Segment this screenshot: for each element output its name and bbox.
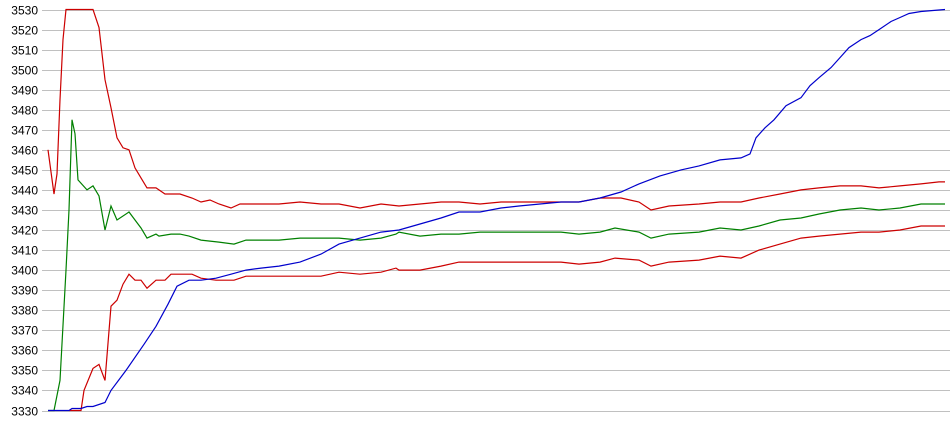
y-tick-label: 3530 xyxy=(11,4,38,18)
y-axis-tick-labels: 3330 3340 3350 3360 3370 3380 3390 3400 3410 3420… xyxy=(11,4,38,419)
y-tick-label: 3400 xyxy=(11,264,38,278)
gridlines xyxy=(42,10,950,412)
y-tick-label: 3440 xyxy=(11,184,38,198)
y-tick-label: 3500 xyxy=(11,64,38,78)
series-lines xyxy=(47,8,946,412)
y-tick-label: 3360 xyxy=(11,344,38,358)
y-tick-label: 3390 xyxy=(11,284,38,298)
series-line-2 xyxy=(48,119,945,412)
y-tick-label: 3490 xyxy=(11,84,38,98)
y-tick-label: 3340 xyxy=(11,384,38,398)
y-tick-label: 3450 xyxy=(11,164,38,178)
series-line-4 xyxy=(48,8,946,412)
y-tick-label: 3480 xyxy=(11,104,38,118)
series-line-1 xyxy=(47,8,945,211)
y-tick-label: 3380 xyxy=(11,304,38,318)
y-tick-label: 3420 xyxy=(11,224,38,238)
y-tick-label: 3470 xyxy=(11,124,38,138)
series-line-3 xyxy=(69,225,945,412)
y-tick-label: 3460 xyxy=(11,144,38,158)
y-tick-label: 3330 xyxy=(11,405,38,419)
y-tick-label: 3410 xyxy=(11,244,38,258)
y-tick-label: 3370 xyxy=(11,324,38,338)
y-tick-label: 3430 xyxy=(11,204,38,218)
y-tick-label: 3350 xyxy=(11,364,38,378)
y-tick-label: 3520 xyxy=(11,24,38,38)
y-tick-label: 3510 xyxy=(11,44,38,58)
